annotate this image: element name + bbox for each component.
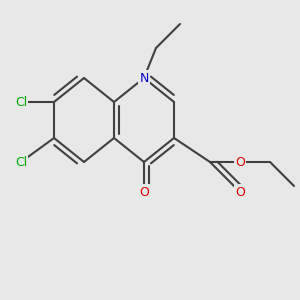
Text: Cl: Cl (15, 155, 27, 169)
Text: N: N (139, 71, 149, 85)
Text: Cl: Cl (15, 95, 27, 109)
Text: O: O (235, 155, 245, 169)
Text: O: O (235, 185, 245, 199)
Text: O: O (139, 185, 149, 199)
